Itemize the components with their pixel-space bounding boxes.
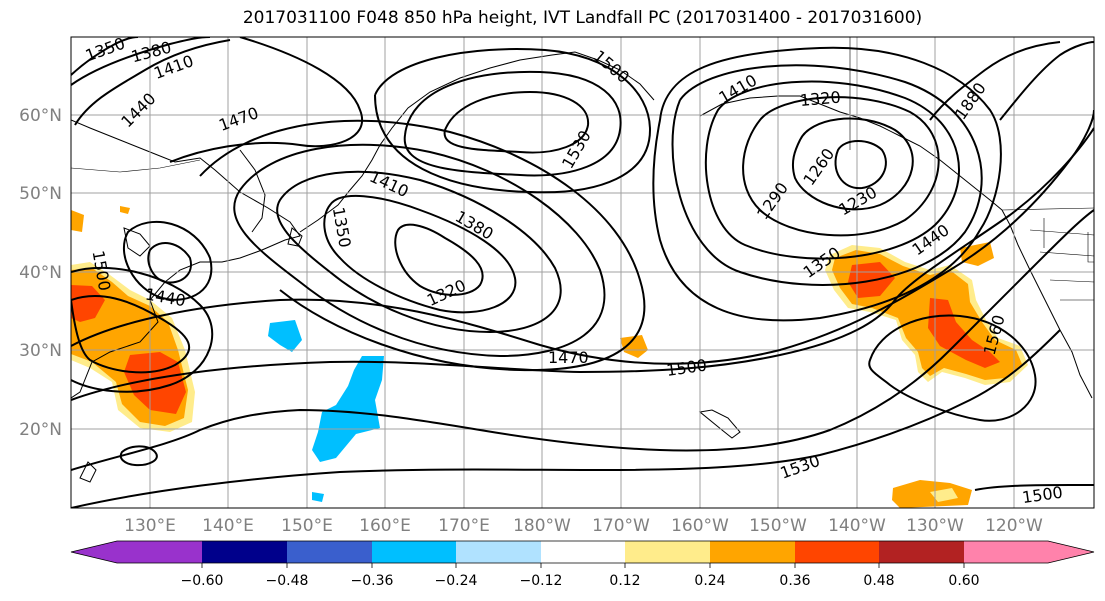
height-contours <box>71 37 1094 508</box>
colorbar-tick-label: 0.24 <box>694 573 725 589</box>
contour-label: 1500 <box>665 355 708 379</box>
lat-label: 60°N <box>19 106 62 126</box>
colorbar-tick-label: −0.36 <box>351 573 394 589</box>
map-frame <box>70 36 1095 509</box>
graticule <box>71 37 1094 508</box>
colorbar-segment <box>879 541 964 563</box>
contour-label: 1440 <box>909 220 953 259</box>
contour-label: 1440 <box>117 89 159 131</box>
lon-label: 150°W <box>749 516 807 536</box>
colorbar-segment <box>710 541 795 563</box>
colorbar-segment <box>456 541 541 563</box>
longitude-labels: 130°E 140°E 150°E 160°E 170°E 180°W 170°… <box>124 516 1043 536</box>
colorbar-tick-label: 0.60 <box>948 573 979 589</box>
colorbar-tick-label: −0.60 <box>181 573 224 589</box>
contour-label: 1380 <box>452 207 497 244</box>
lon-label: 130°E <box>124 516 176 536</box>
colorbar-segment <box>287 541 372 563</box>
contour-label: 1470 <box>216 103 261 135</box>
coastlines <box>71 51 1093 483</box>
lon-label: 140°E <box>202 516 254 536</box>
lat-label: 20°N <box>19 420 62 440</box>
colorbar-tick-label: 0.48 <box>863 573 894 589</box>
lon-label: 170°E <box>438 516 490 536</box>
colorbar-segment <box>964 541 1094 563</box>
colorbar-outline <box>70 540 1095 564</box>
colorbar-tick-label: −0.12 <box>520 573 563 589</box>
contour-label: 1880 <box>951 79 990 123</box>
contour-label: 1290 <box>753 179 792 223</box>
lat-label: 50°N <box>19 184 62 204</box>
colorbar-segment <box>202 541 287 563</box>
colorbar-segment <box>541 541 625 563</box>
lon-label: 140°W <box>828 516 886 536</box>
contour-label: 1320 <box>799 87 841 109</box>
latitude-labels: 60°N 50°N 40°N 30°N 20°N <box>19 106 62 440</box>
lat-label: 40°N <box>19 263 62 283</box>
colorbar: −0.60 −0.48 −0.36 −0.24 −0.12 0.12 0.24 … <box>70 540 1095 589</box>
contour-label: 1410 <box>367 167 412 201</box>
colorbar-segment <box>372 541 456 563</box>
colorbar-tick-label: −0.48 <box>266 573 309 589</box>
borders <box>71 37 1094 301</box>
lon-label: 120°W <box>985 516 1043 536</box>
colorbar-segment <box>625 541 710 563</box>
lon-label: 180°W <box>513 516 571 536</box>
lat-label: 30°N <box>19 341 62 361</box>
colorbar-segment <box>795 541 879 563</box>
colorbar-tick-label: 0.12 <box>609 573 640 589</box>
contour-label: 1320 <box>424 276 469 310</box>
lon-label: 150°E <box>281 516 333 536</box>
contour-label: 1350 <box>329 206 355 249</box>
lon-label: 160°W <box>671 516 729 536</box>
lon-label: 170°W <box>592 516 650 536</box>
colorbar-tick-label: −0.24 <box>435 573 478 589</box>
contour-label: 1410 <box>715 71 760 108</box>
contour-label: 1530 <box>778 451 823 483</box>
contour-label: 1470 <box>548 348 589 367</box>
lon-label: 160°E <box>359 516 411 536</box>
colorbar-segment <box>71 541 202 563</box>
contour-label: 1260 <box>799 145 838 189</box>
lon-label: 130°W <box>906 516 964 536</box>
colorbar-tick-label: 0.36 <box>779 573 810 589</box>
map-title: 2017031100 F048 850 hPa height, IVT Land… <box>242 8 923 28</box>
